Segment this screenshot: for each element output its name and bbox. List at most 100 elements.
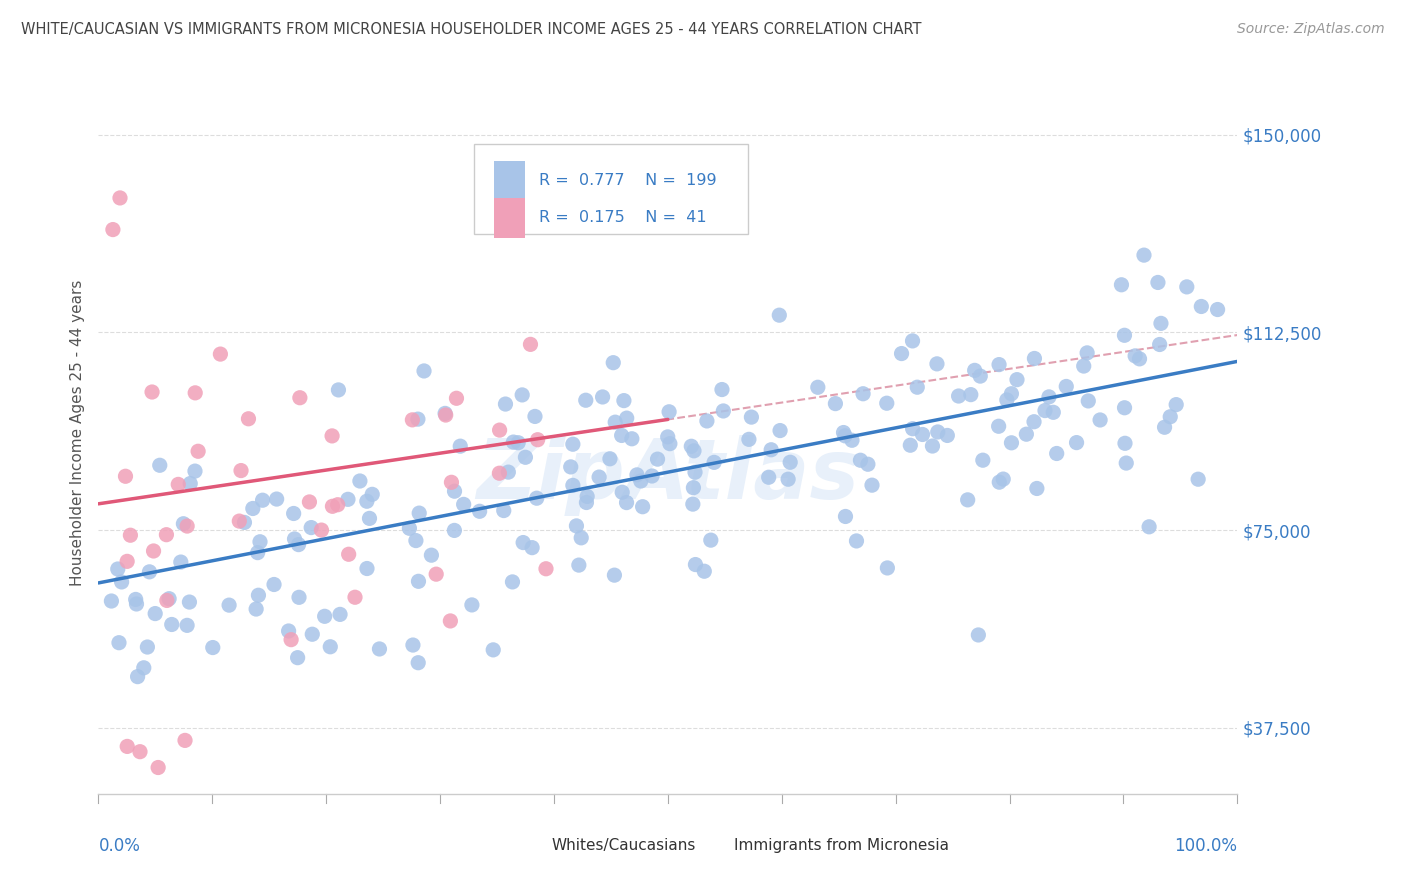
Point bbox=[233, 516, 256, 530]
Point bbox=[349, 474, 371, 488]
Point bbox=[967, 628, 990, 642]
Point bbox=[229, 464, 252, 478]
Text: Whites/Caucasians: Whites/Caucasians bbox=[551, 838, 696, 854]
Point bbox=[326, 498, 349, 512]
Point bbox=[132, 661, 155, 675]
Point bbox=[398, 521, 420, 535]
Point bbox=[911, 427, 934, 442]
Point bbox=[852, 386, 875, 401]
Point bbox=[832, 425, 855, 440]
Point bbox=[170, 555, 193, 569]
Point bbox=[1133, 248, 1156, 262]
Point bbox=[901, 422, 924, 436]
Point bbox=[682, 497, 704, 511]
Point bbox=[498, 465, 520, 479]
Point bbox=[1147, 276, 1170, 290]
Point bbox=[167, 477, 190, 491]
Point bbox=[125, 597, 148, 611]
Point bbox=[988, 358, 1011, 372]
Point bbox=[453, 497, 475, 511]
Point bbox=[641, 469, 664, 483]
Point bbox=[626, 467, 648, 482]
Point bbox=[927, 425, 949, 439]
Point bbox=[1187, 472, 1209, 486]
Point bbox=[141, 384, 163, 399]
Point bbox=[613, 393, 636, 408]
Point bbox=[610, 428, 633, 442]
Point bbox=[1115, 456, 1137, 470]
Point bbox=[693, 564, 716, 578]
Point bbox=[1022, 415, 1045, 429]
Point bbox=[434, 408, 457, 422]
Point bbox=[336, 492, 359, 507]
Point bbox=[277, 624, 299, 638]
Point bbox=[703, 455, 725, 469]
Point bbox=[512, 535, 534, 549]
Point bbox=[368, 642, 391, 657]
Point bbox=[1149, 337, 1171, 351]
FancyBboxPatch shape bbox=[520, 831, 546, 859]
Point bbox=[936, 428, 959, 442]
Point bbox=[138, 565, 160, 579]
Point bbox=[905, 380, 928, 394]
Point bbox=[740, 410, 762, 425]
Text: WHITE/CAUCASIAN VS IMMIGRANTS FROM MICRONESIA HOUSEHOLDER INCOME AGES 25 - 44 YE: WHITE/CAUCASIAN VS IMMIGRANTS FROM MICRO… bbox=[21, 22, 921, 37]
Point bbox=[246, 546, 269, 560]
Point bbox=[361, 487, 384, 501]
Point bbox=[860, 478, 883, 492]
Point bbox=[179, 595, 201, 609]
Point bbox=[526, 433, 548, 447]
Point bbox=[1042, 405, 1064, 419]
Point bbox=[575, 495, 598, 509]
Point bbox=[876, 561, 898, 575]
Point bbox=[287, 538, 309, 552]
Point bbox=[337, 547, 360, 561]
Point bbox=[245, 602, 267, 616]
Point bbox=[834, 509, 856, 524]
Point bbox=[1114, 401, 1136, 415]
Point bbox=[995, 392, 1018, 407]
Point bbox=[142, 544, 165, 558]
FancyBboxPatch shape bbox=[702, 831, 727, 859]
Point bbox=[187, 444, 209, 458]
Point bbox=[616, 411, 638, 425]
Point bbox=[1005, 373, 1028, 387]
Point bbox=[402, 638, 425, 652]
Point bbox=[108, 191, 131, 205]
Point bbox=[209, 347, 232, 361]
Point bbox=[972, 453, 994, 467]
Point bbox=[1206, 302, 1229, 317]
Point bbox=[176, 519, 198, 533]
Point bbox=[1137, 520, 1160, 534]
Point bbox=[107, 562, 129, 576]
Point bbox=[406, 656, 429, 670]
Point bbox=[515, 450, 537, 465]
Point bbox=[100, 594, 122, 608]
FancyBboxPatch shape bbox=[494, 198, 526, 238]
Point bbox=[1024, 351, 1046, 366]
Point bbox=[155, 527, 177, 541]
Point bbox=[492, 503, 515, 517]
Point bbox=[114, 469, 136, 483]
Point bbox=[149, 458, 172, 473]
Point bbox=[647, 452, 669, 467]
Point bbox=[420, 548, 443, 562]
Point bbox=[143, 607, 166, 621]
Point bbox=[356, 561, 378, 575]
Point bbox=[519, 337, 541, 351]
Point bbox=[298, 495, 321, 509]
Point bbox=[434, 406, 457, 420]
Point bbox=[738, 433, 761, 447]
Point bbox=[1000, 386, 1022, 401]
Point bbox=[768, 308, 790, 322]
Point bbox=[1076, 346, 1098, 360]
Point bbox=[657, 430, 679, 444]
Point bbox=[440, 475, 463, 490]
Point bbox=[1128, 351, 1150, 366]
Point bbox=[988, 475, 1011, 490]
Point bbox=[321, 500, 343, 514]
Point bbox=[461, 598, 484, 612]
Text: R =  0.175    N =  41: R = 0.175 N = 41 bbox=[538, 211, 707, 226]
Point bbox=[110, 574, 132, 589]
Point bbox=[443, 524, 465, 538]
